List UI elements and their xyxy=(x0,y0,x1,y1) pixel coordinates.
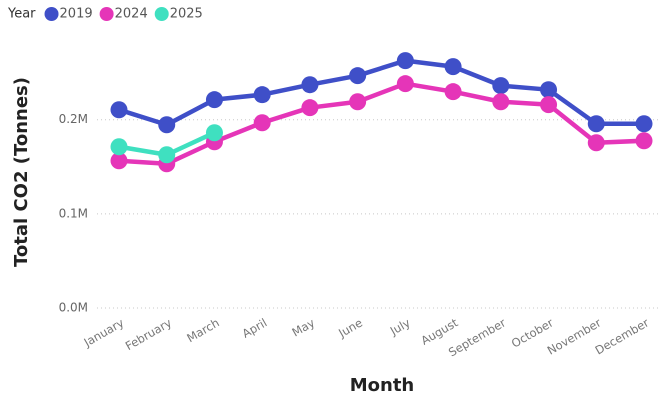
point xyxy=(492,77,510,95)
point xyxy=(205,124,223,142)
point xyxy=(253,114,271,132)
point xyxy=(110,152,128,170)
legend-title: Year xyxy=(7,7,36,22)
legend-marker xyxy=(99,7,114,21)
point xyxy=(444,83,462,101)
point xyxy=(396,52,414,70)
y-tick-label: 0.0M xyxy=(59,301,88,315)
y-tick-label: 0.1M xyxy=(59,206,88,220)
point xyxy=(301,99,319,117)
x-tick-label: January xyxy=(81,315,127,350)
point xyxy=(396,75,414,93)
point xyxy=(444,58,462,76)
point xyxy=(492,93,510,111)
point xyxy=(587,134,605,152)
point xyxy=(158,146,176,164)
point xyxy=(635,132,653,150)
point xyxy=(635,115,653,133)
legend-label: 2024 xyxy=(115,7,148,22)
x-tick-label: December xyxy=(593,315,652,357)
x-tick-label: March xyxy=(184,316,221,346)
x-tick-label: May xyxy=(290,315,318,339)
point xyxy=(301,76,319,94)
point xyxy=(587,115,605,133)
x-tick-label: February xyxy=(123,315,174,353)
point xyxy=(158,116,176,134)
y-tick-label: 0.2M xyxy=(59,112,88,126)
x-axis-title: Month xyxy=(350,375,415,396)
x-tick-label: April xyxy=(240,316,270,341)
x-tick-label: June xyxy=(335,316,365,341)
point xyxy=(349,93,367,111)
series-line xyxy=(118,81,645,167)
legend-marker xyxy=(44,7,59,21)
legend-label: 2019 xyxy=(60,7,93,22)
point xyxy=(110,101,128,119)
y-axis-title: Total CO2 (Tonnes) xyxy=(11,77,32,267)
point xyxy=(253,86,271,104)
legend-marker xyxy=(154,7,169,21)
legend-label: 2025 xyxy=(170,7,203,22)
point xyxy=(110,138,128,156)
x-tick-label: July xyxy=(387,315,413,338)
series-line xyxy=(118,58,644,127)
point xyxy=(540,96,558,114)
point xyxy=(540,81,558,99)
point xyxy=(205,91,223,109)
point xyxy=(349,67,367,85)
